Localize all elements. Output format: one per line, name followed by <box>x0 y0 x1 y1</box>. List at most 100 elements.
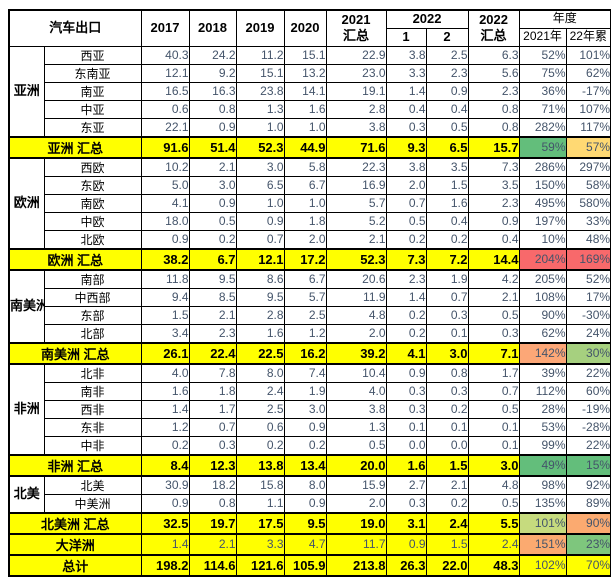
value-cell: 24.2 <box>188 45 237 65</box>
value-cell: 18.2 <box>188 475 237 495</box>
value-cell: 2.3 <box>188 323 237 343</box>
value-cell: 6.3 <box>467 45 520 65</box>
value-cell: 114.6 <box>188 553 237 577</box>
value-cell: 0.9 <box>140 493 190 513</box>
value-cell: 9.2 <box>188 63 237 83</box>
value-cell: 23.8 <box>235 81 285 101</box>
value-cell: 6.5 <box>425 135 469 159</box>
value-cell: 8.5 <box>188 287 237 307</box>
summary-label: 欧洲 汇总 <box>8 247 142 271</box>
value-cell: 0.3 <box>385 381 427 401</box>
col-header-2022-total-line1: 2022 <box>479 12 508 27</box>
value-cell: 0.8 <box>188 99 237 119</box>
table-row: 北美 北美 30.9 18.2 15.8 8.0 15.9 2.7 2.1 4.8 98% 92% <box>8 475 611 513</box>
pct-cell: 33% <box>565 211 611 231</box>
value-cell: 5.7 <box>325 193 387 213</box>
region-label: 西亚 <box>43 45 142 65</box>
region-label: 中亚 <box>43 99 142 119</box>
region-label: 中欧 <box>43 211 142 231</box>
value-cell: 9.5 <box>283 511 327 535</box>
value-cell: 0.7 <box>188 417 237 437</box>
value-cell: 0.4 <box>425 99 469 119</box>
value-cell: 19.0 <box>325 511 387 535</box>
group-label: 欧洲 <box>8 157 45 249</box>
value-cell: 1.7 <box>467 363 520 383</box>
value-cell: 0.5 <box>467 305 520 325</box>
pct-cell: 92% <box>565 475 611 495</box>
value-cell: 1.5 <box>425 532 469 556</box>
pct-cell: 28% <box>518 399 567 419</box>
value-cell: 2.5 <box>425 45 469 65</box>
col-group-2022: 2022 <box>385 9 469 29</box>
pct-cell: 90% <box>565 511 611 535</box>
value-cell: 4.2 <box>467 269 520 289</box>
value-cell: 18.0 <box>140 211 190 231</box>
value-cell: 1.6 <box>140 381 190 401</box>
table-row: 东部 1.5 2.1 2.8 2.5 4.8 0.2 0.3 0.5 90% -30% <box>9 305 611 325</box>
value-cell: 1.9 <box>283 381 327 401</box>
value-cell: 3.0 <box>283 399 327 419</box>
value-cell: 0.1 <box>425 417 469 437</box>
value-cell: 8.0 <box>235 363 285 383</box>
group-label: 亚洲 <box>8 45 45 137</box>
summary-row: 欧洲 汇总 38.2 6.7 12.1 17.2 52.3 7.3 7.2 14.4 204% 16… <box>8 247 611 271</box>
value-cell: 1.8 <box>188 381 237 401</box>
col-header-2020: 2020 <box>283 9 327 47</box>
summary-row: 非洲 汇总 8.4 12.3 13.8 13.4 20.0 1.6 1.5 3.0 49% 15% <box>8 453 611 477</box>
table-header: 汽车出口 2017 2018 2019 2020 2021 汇总 2022 20… <box>8 9 611 47</box>
pct-cell: 117% <box>565 117 611 137</box>
summary-row: 南美洲 汇总 26.1 22.4 22.5 16.2 39.2 4.1 3.0 7.1 142% 3… <box>8 341 611 365</box>
value-cell: 23.0 <box>325 63 387 83</box>
value-cell: 1.6 <box>425 193 469 213</box>
value-cell: 9.4 <box>140 287 190 307</box>
region-label: 南亚 <box>43 81 142 101</box>
table-row: 北部 3.4 2.3 1.6 1.2 2.0 0.2 0.1 0.3 62% 24% <box>9 323 611 343</box>
col-header-2021-year: 2021年 <box>518 27 567 47</box>
value-cell: 0.2 <box>385 323 427 343</box>
value-cell: 15.8 <box>235 475 285 495</box>
value-cell: 1.0 <box>235 117 285 137</box>
pct-cell: 52% <box>518 45 567 65</box>
table-row: 东欧 5.0 3.0 6.5 6.7 16.9 2.0 1.5 3.5 150% 58% <box>9 175 611 195</box>
value-cell: 3.0 <box>425 341 469 365</box>
value-cell: 0.2 <box>188 229 237 249</box>
table-row: 东南亚 12.1 9.2 15.1 13.2 23.0 3.3 2.3 5.6 75% 62% <box>9 63 611 83</box>
region-label: 中西部 <box>43 287 142 307</box>
header-row-1: 汽车出口 2017 2018 2019 2020 2021 汇总 2022 20… <box>8 9 611 47</box>
region-label: 西欧 <box>43 157 142 177</box>
value-cell: 0.5 <box>467 493 520 513</box>
pct-cell: 70% <box>565 553 611 577</box>
value-cell: 3.8 <box>325 399 387 419</box>
value-cell: 3.3 <box>385 63 427 83</box>
pct-cell: 99% <box>518 435 567 455</box>
pct-cell: 580% <box>565 193 611 213</box>
value-cell: 2.3 <box>425 63 469 83</box>
value-cell: 5.5 <box>467 511 520 535</box>
table-row: 欧洲 西欧 10.2 2.1 3.0 5.8 22.3 3.8 3.5 7.3 286% 297% <box>8 157 611 249</box>
value-cell: 11.8 <box>140 269 190 289</box>
table-row: 中西部 9.4 8.5 9.5 5.7 11.9 1.4 0.7 2.1 108% 17% <box>9 287 611 307</box>
summary-row: 亚洲 汇总 91.6 51.4 52.3 44.9 71.6 9.3 6.5 15.7 59% 57… <box>8 135 611 159</box>
value-cell: 4.0 <box>325 381 387 401</box>
value-cell: 0.9 <box>235 211 285 231</box>
value-cell: 0.2 <box>425 229 469 249</box>
region-label: 东部 <box>43 305 142 325</box>
pct-cell: 151% <box>518 532 567 556</box>
value-cell: 0.9 <box>283 493 327 513</box>
value-cell: 13.8 <box>235 453 285 477</box>
value-cell: 0.4 <box>385 99 427 119</box>
value-cell: 9.3 <box>385 135 427 159</box>
table-row: 中亚 0.6 0.8 1.3 1.6 2.8 0.4 0.4 0.8 71% 107% <box>9 99 611 119</box>
value-cell: 0.3 <box>425 305 469 325</box>
value-cell: 40.3 <box>140 45 190 65</box>
col-header-2021-total: 2021 汇总 <box>325 9 387 47</box>
value-cell: 0.9 <box>425 81 469 101</box>
value-cell: 6.5 <box>235 175 285 195</box>
value-cell: 2.1 <box>325 229 387 249</box>
value-cell: 0.9 <box>140 229 190 249</box>
pct-cell: 71% <box>518 99 567 119</box>
value-cell: 0.7 <box>235 229 285 249</box>
value-cell: 3.0 <box>467 453 520 477</box>
value-cell: 0.3 <box>385 493 427 513</box>
value-cell: 5.2 <box>325 211 387 231</box>
